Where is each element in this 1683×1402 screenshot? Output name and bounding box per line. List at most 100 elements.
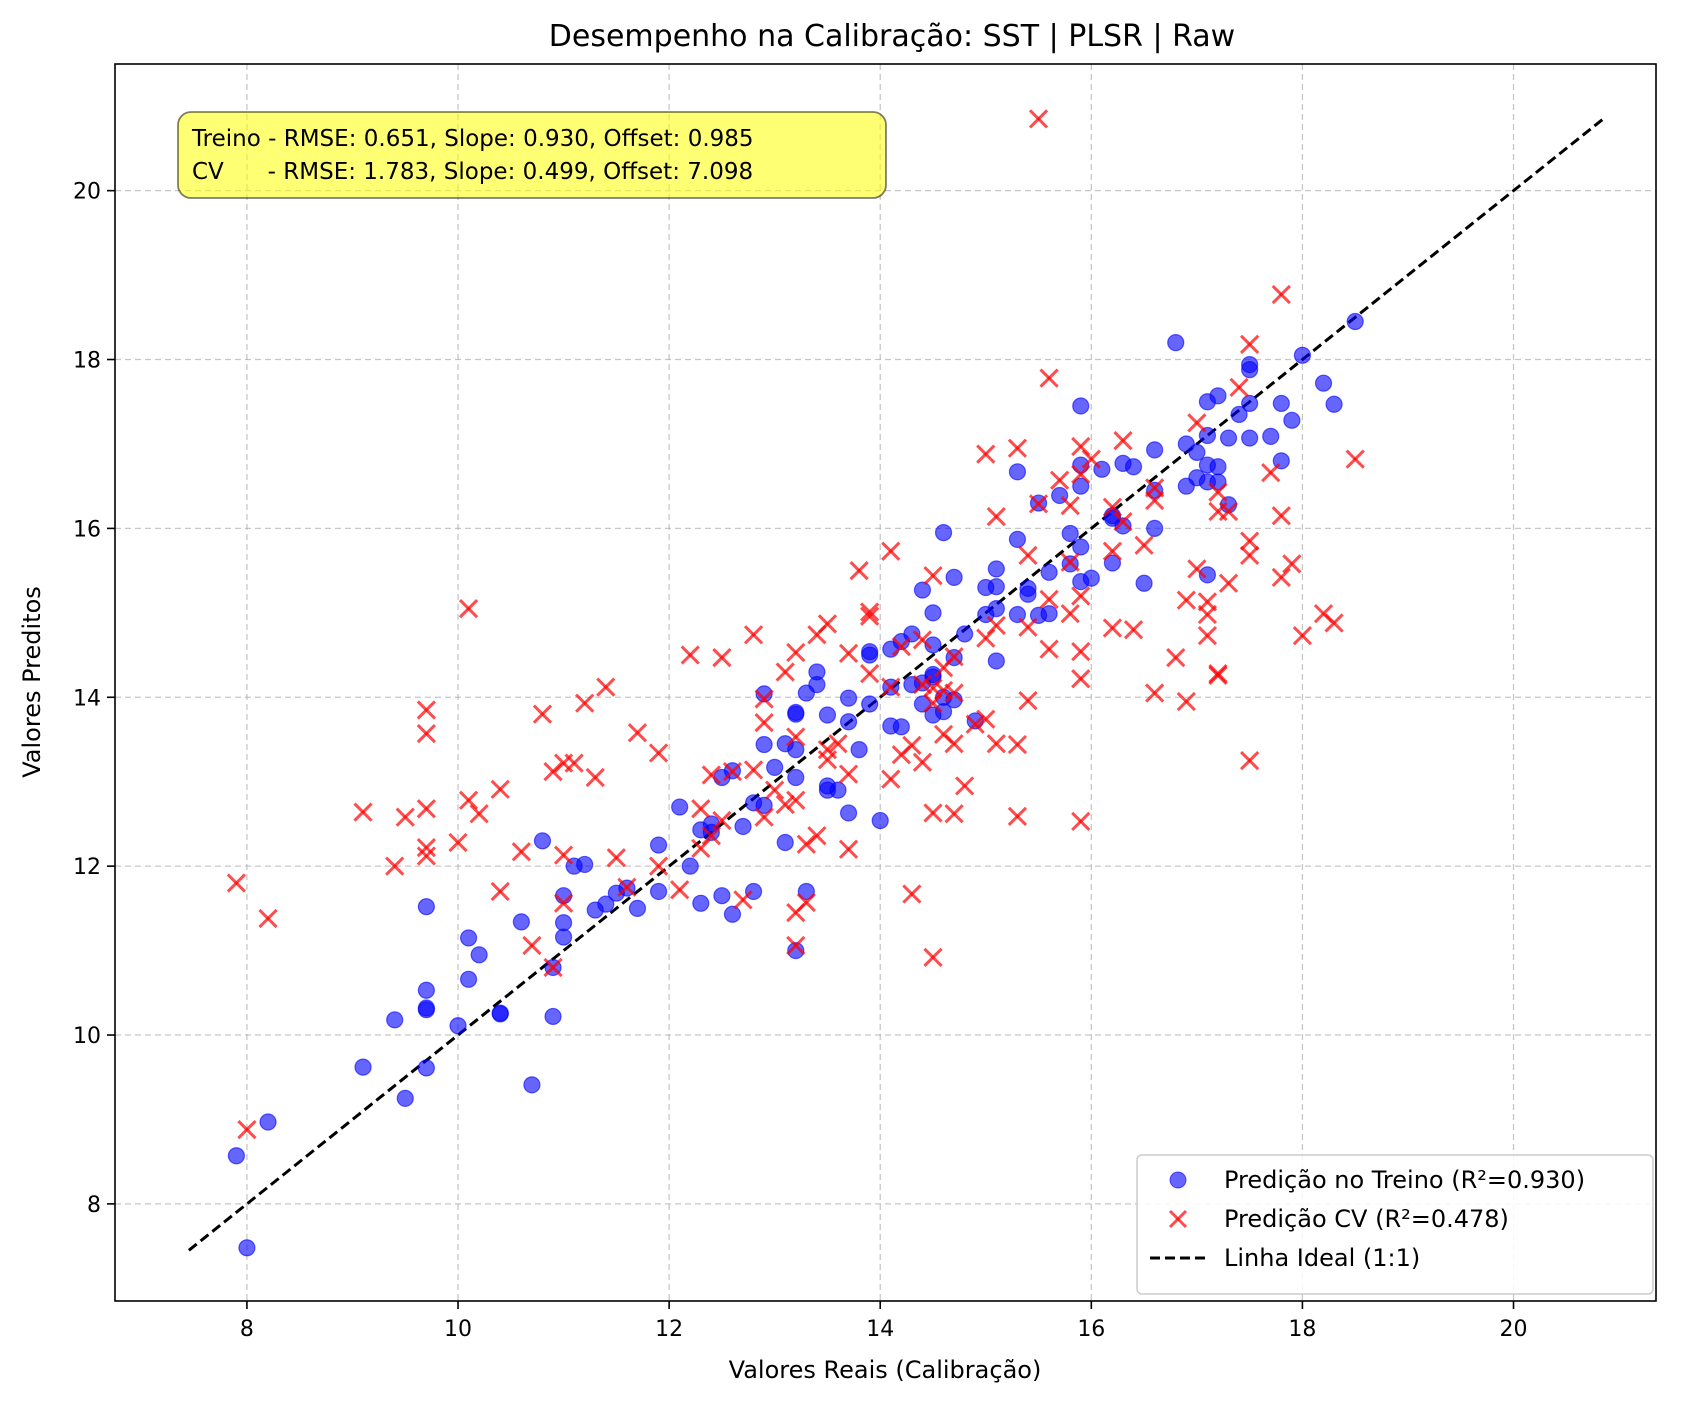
- train-point: [1314, 374, 1333, 392]
- cv-point: [448, 832, 468, 853]
- cv-point: [575, 693, 595, 713]
- train-point: [839, 804, 858, 822]
- cv-point: [976, 444, 996, 464]
- cv-point: [1028, 494, 1049, 514]
- cv-point: [754, 689, 774, 709]
- train-point: [956, 625, 974, 643]
- train-point: [227, 1147, 245, 1165]
- cv-point: [1240, 334, 1260, 354]
- x-tick-label: 10: [444, 1317, 472, 1342]
- cv-point: [1176, 691, 1196, 712]
- cv-point: [522, 935, 542, 956]
- train-point: [945, 568, 963, 586]
- cv-point: [923, 947, 943, 967]
- cv-point: [986, 615, 1006, 636]
- cv-point: [817, 740, 838, 760]
- cv-point: [469, 804, 489, 824]
- train-point: [797, 882, 815, 901]
- cv-point: [912, 752, 933, 772]
- train-point: [1198, 566, 1217, 584]
- cv-point: [986, 506, 1006, 527]
- cv-point: [1218, 573, 1239, 593]
- train-point: [692, 894, 710, 912]
- train-point: [829, 781, 847, 799]
- train-point: [649, 882, 668, 901]
- cv-point: [838, 643, 859, 663]
- train-point: [354, 1058, 372, 1076]
- train-point: [576, 855, 594, 874]
- y-tick-label: 18: [73, 349, 101, 374]
- train-point: [892, 718, 910, 736]
- train-point: [1272, 394, 1290, 413]
- legend-box: [1136, 1154, 1654, 1295]
- cv-point: [1007, 806, 1028, 826]
- cv-point: [860, 664, 880, 684]
- cv-point: [849, 560, 869, 581]
- train-point: [417, 981, 435, 999]
- cv-point: [617, 877, 637, 897]
- cv-point: [1240, 531, 1260, 551]
- cv-point: [416, 723, 436, 744]
- train-point: [787, 741, 805, 759]
- cv-point: [226, 873, 247, 893]
- cv-point: [1271, 506, 1291, 526]
- cv-point: [828, 734, 848, 754]
- cv-point: [1060, 604, 1080, 624]
- y-tick-label: 10: [73, 1024, 101, 1049]
- grid: [115, 64, 1656, 1301]
- cv-point: [838, 764, 859, 784]
- train-point: [396, 1089, 414, 1107]
- legend-ideal-label: Linha Ideal (1:1): [1224, 1244, 1420, 1272]
- cv-point: [627, 723, 648, 743]
- cv-point: [765, 780, 785, 800]
- train-point: [787, 768, 805, 787]
- cv-point: [743, 625, 764, 645]
- train-point: [1072, 397, 1090, 415]
- x-axis-label: Valores Reais (Calibração): [729, 1356, 1042, 1384]
- y-tick-label: 12: [73, 855, 101, 880]
- plot-frame: [114, 63, 1657, 1302]
- train-point: [1209, 458, 1227, 476]
- train-point: [1283, 411, 1301, 429]
- train-point: [628, 899, 647, 917]
- train-point: [1146, 481, 1164, 500]
- cv-point: [490, 779, 510, 799]
- train-point: [987, 560, 1005, 578]
- train-point: [512, 913, 530, 931]
- cv-point: [1071, 811, 1091, 832]
- y-tick-label: 16: [73, 517, 101, 542]
- cv-point: [1208, 664, 1228, 684]
- cv-point: [944, 734, 964, 754]
- cv-point: [912, 674, 933, 695]
- cv-point: [648, 743, 669, 763]
- train-point: [850, 741, 868, 759]
- cv-point: [1282, 554, 1302, 574]
- cv-point: [1071, 586, 1091, 606]
- train-point: [924, 636, 942, 654]
- train-point: [1008, 530, 1027, 548]
- cv-point: [1102, 497, 1123, 517]
- train-point: [913, 581, 932, 599]
- cv-point: [722, 761, 743, 782]
- cv-point: [1218, 501, 1239, 522]
- cv-point: [701, 765, 721, 785]
- cv-point: [701, 826, 721, 846]
- cv-point: [564, 753, 584, 773]
- cv-point: [1028, 109, 1049, 129]
- train-point: [544, 1007, 562, 1026]
- cv-point: [1240, 750, 1260, 771]
- cv-point: [416, 700, 436, 720]
- cv-point: [786, 790, 806, 810]
- train-point: [554, 914, 573, 932]
- cv-point: [1050, 470, 1070, 490]
- train-point: [1146, 441, 1164, 459]
- cv-point: [458, 598, 479, 619]
- train-point: [1124, 458, 1143, 476]
- cv-point: [881, 677, 901, 697]
- train-point: [861, 695, 879, 713]
- cv-point: [1039, 589, 1059, 609]
- train-point: [649, 836, 668, 854]
- cv-point: [606, 848, 626, 868]
- train-point: [755, 796, 773, 814]
